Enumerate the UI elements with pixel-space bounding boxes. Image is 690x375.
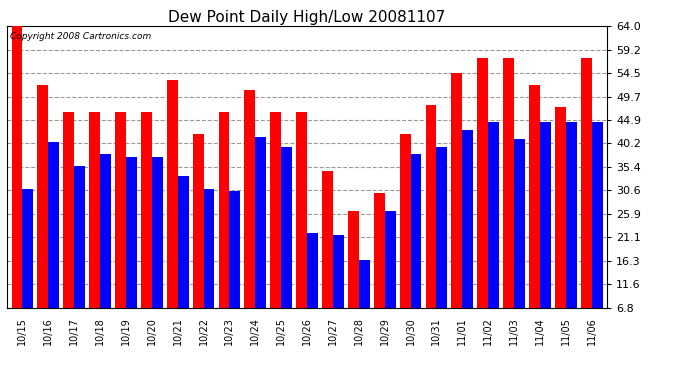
Bar [529, 85, 540, 308]
Bar [22, 189, 33, 308]
Bar [359, 260, 370, 308]
Bar [100, 154, 111, 308]
Bar [244, 90, 255, 308]
Bar [255, 137, 266, 308]
Bar [115, 112, 126, 308]
Bar [219, 112, 229, 308]
Bar [89, 112, 100, 308]
Bar [167, 80, 178, 308]
Bar [400, 134, 411, 308]
Bar [591, 122, 602, 308]
Bar [462, 129, 473, 308]
Bar [514, 140, 525, 308]
Bar [270, 112, 281, 308]
Bar [12, 26, 22, 308]
Bar [451, 73, 462, 308]
Bar [193, 134, 204, 308]
Bar [426, 105, 436, 308]
Bar [229, 191, 240, 308]
Bar [333, 235, 344, 308]
Bar [540, 122, 551, 308]
Bar [477, 58, 489, 308]
Bar [385, 211, 395, 308]
Bar [348, 211, 359, 308]
Bar [555, 107, 566, 308]
Bar [581, 58, 591, 308]
Bar [178, 176, 188, 308]
Bar [374, 194, 385, 308]
Bar [141, 112, 152, 308]
Bar [282, 147, 292, 308]
Bar [322, 171, 333, 308]
Bar [566, 122, 577, 308]
Bar [63, 112, 75, 308]
Bar [126, 156, 137, 308]
Bar [307, 233, 318, 308]
Bar [489, 122, 499, 308]
Bar [152, 156, 163, 308]
Bar [503, 58, 514, 308]
Bar [296, 112, 307, 308]
Title: Dew Point Daily High/Low 20081107: Dew Point Daily High/Low 20081107 [168, 10, 446, 25]
Bar [37, 85, 48, 308]
Bar [75, 166, 85, 308]
Bar [48, 142, 59, 308]
Text: Copyright 2008 Cartronics.com: Copyright 2008 Cartronics.com [10, 32, 151, 41]
Bar [411, 154, 422, 308]
Bar [437, 147, 447, 308]
Bar [204, 189, 215, 308]
